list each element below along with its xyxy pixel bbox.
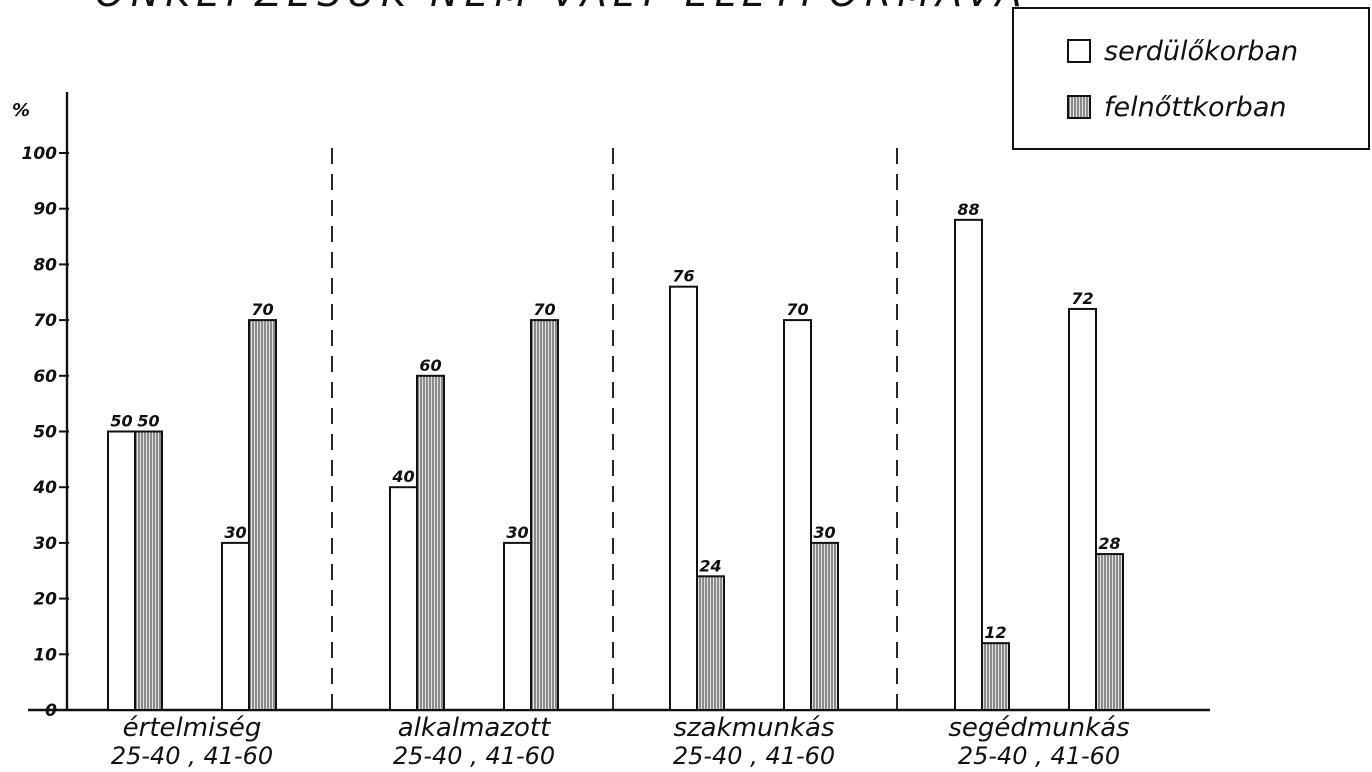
bar-serdulokorban [954, 218, 983, 711]
bar-serdulokorban [669, 285, 698, 711]
group-age-label: 25-40 , 41-60 [673, 742, 835, 770]
legend-swatch-felnottkorban [1067, 95, 1091, 119]
bar-felnottkorban [1095, 553, 1124, 711]
bar-value-label: 70 [786, 300, 808, 319]
y-tick-label: 90 [33, 200, 57, 220]
group-age-label: 25-40 , 41-60 [393, 742, 555, 770]
y-tick-label: 50 [33, 423, 57, 443]
bar-value-label: 30 [224, 523, 246, 542]
y-tick-label: 0 [45, 701, 57, 721]
bar-value-label: 30 [813, 523, 835, 542]
group-label: értelmiség [123, 713, 262, 743]
legend-label: serdülőkorban [1104, 36, 1298, 67]
group-separators [331, 148, 898, 710]
bar-value-label: 24 [699, 556, 721, 575]
bar-felnottkorban [248, 319, 277, 711]
group-label: szakmunkás [673, 713, 834, 743]
group-label: segédmunkás [948, 713, 1129, 743]
bar-felnottkorban [416, 374, 445, 711]
bar-value-label: 12 [984, 623, 1006, 642]
legend-swatch-serdulokorban [1067, 39, 1091, 63]
bar-value-label: 72 [1071, 289, 1093, 308]
bar-felnottkorban [696, 575, 725, 711]
bar-value-label: 30 [506, 523, 528, 542]
legend-box [1012, 7, 1370, 150]
bar-value-label: 70 [251, 300, 273, 319]
bar-value-label: 76 [672, 267, 694, 286]
bar-felnottkorban [530, 319, 559, 711]
bar-serdulokorban [783, 319, 812, 711]
bar-felnottkorban [134, 430, 163, 711]
y-tick-label: 30 [33, 534, 57, 554]
y-tick-label: 60 [33, 367, 57, 387]
group-label: alkalmazott [398, 713, 551, 743]
bar-value-label: 60 [419, 356, 441, 375]
y-tick-label: 80 [33, 255, 57, 275]
bar-serdulokorban [503, 541, 532, 712]
y-tick-label: 40 [32, 478, 57, 498]
bar-felnottkorban [810, 541, 839, 712]
bar-value-label: 88 [957, 200, 979, 219]
bar-serdulokorban [107, 430, 136, 711]
bar-value-label: 50 [110, 412, 132, 431]
group-age-label: 25-40 , 41-60 [958, 742, 1120, 770]
bar-serdulokorban [221, 541, 250, 712]
bar-value-label: 50 [137, 412, 159, 431]
y-tick-label: 70 [33, 311, 57, 331]
bar-value-label: 40 [391, 467, 414, 486]
chart-title: ÖNKÉPZÉSÜK NEM VÁLT ÉLETFORMÁVÁ [95, 0, 1028, 15]
value-labels: 50 50 30 70 40 60 30 70 76 24 70 30 88 12 72 28 [110, 200, 1120, 642]
axes: % 0 10 20 30 40 50 60 70 80 90 100 [12, 92, 1210, 721]
bar-value-label: 70 [533, 300, 555, 319]
legend-label: felnőttkorban [1104, 92, 1286, 123]
bars [107, 218, 1124, 712]
bar-serdulokorban [1068, 307, 1097, 711]
y-axis-unit-label: % [12, 100, 30, 121]
legend: serdülőkorban felnőttkorban [1012, 7, 1370, 150]
bar-felnottkorban [981, 642, 1010, 711]
group-age-label: 25-40 , 41-60 [111, 742, 273, 770]
bar-serdulokorban [389, 486, 418, 712]
y-tick-label: 20 [33, 590, 57, 610]
y-tick-label: 100 [22, 144, 58, 164]
bar-value-label: 28 [1098, 534, 1120, 553]
y-tick-label: 10 [33, 645, 57, 665]
